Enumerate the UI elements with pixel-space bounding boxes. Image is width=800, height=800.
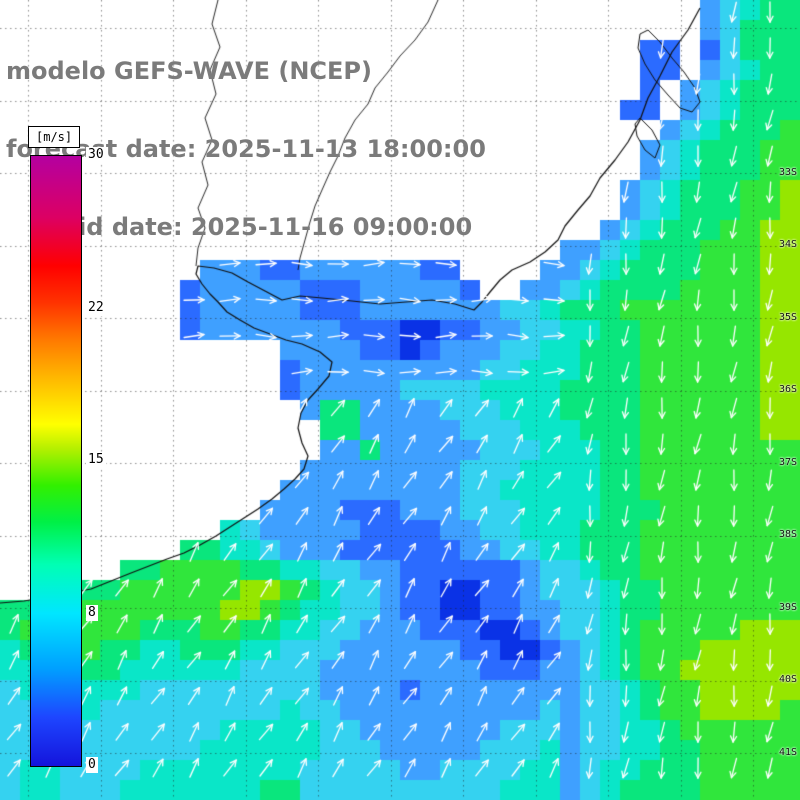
model-title: modelo GEFS-WAVE (NCEP) xyxy=(6,57,372,85)
colorbar-unit-label: [m/s] xyxy=(28,126,81,148)
colorbar xyxy=(30,155,82,767)
